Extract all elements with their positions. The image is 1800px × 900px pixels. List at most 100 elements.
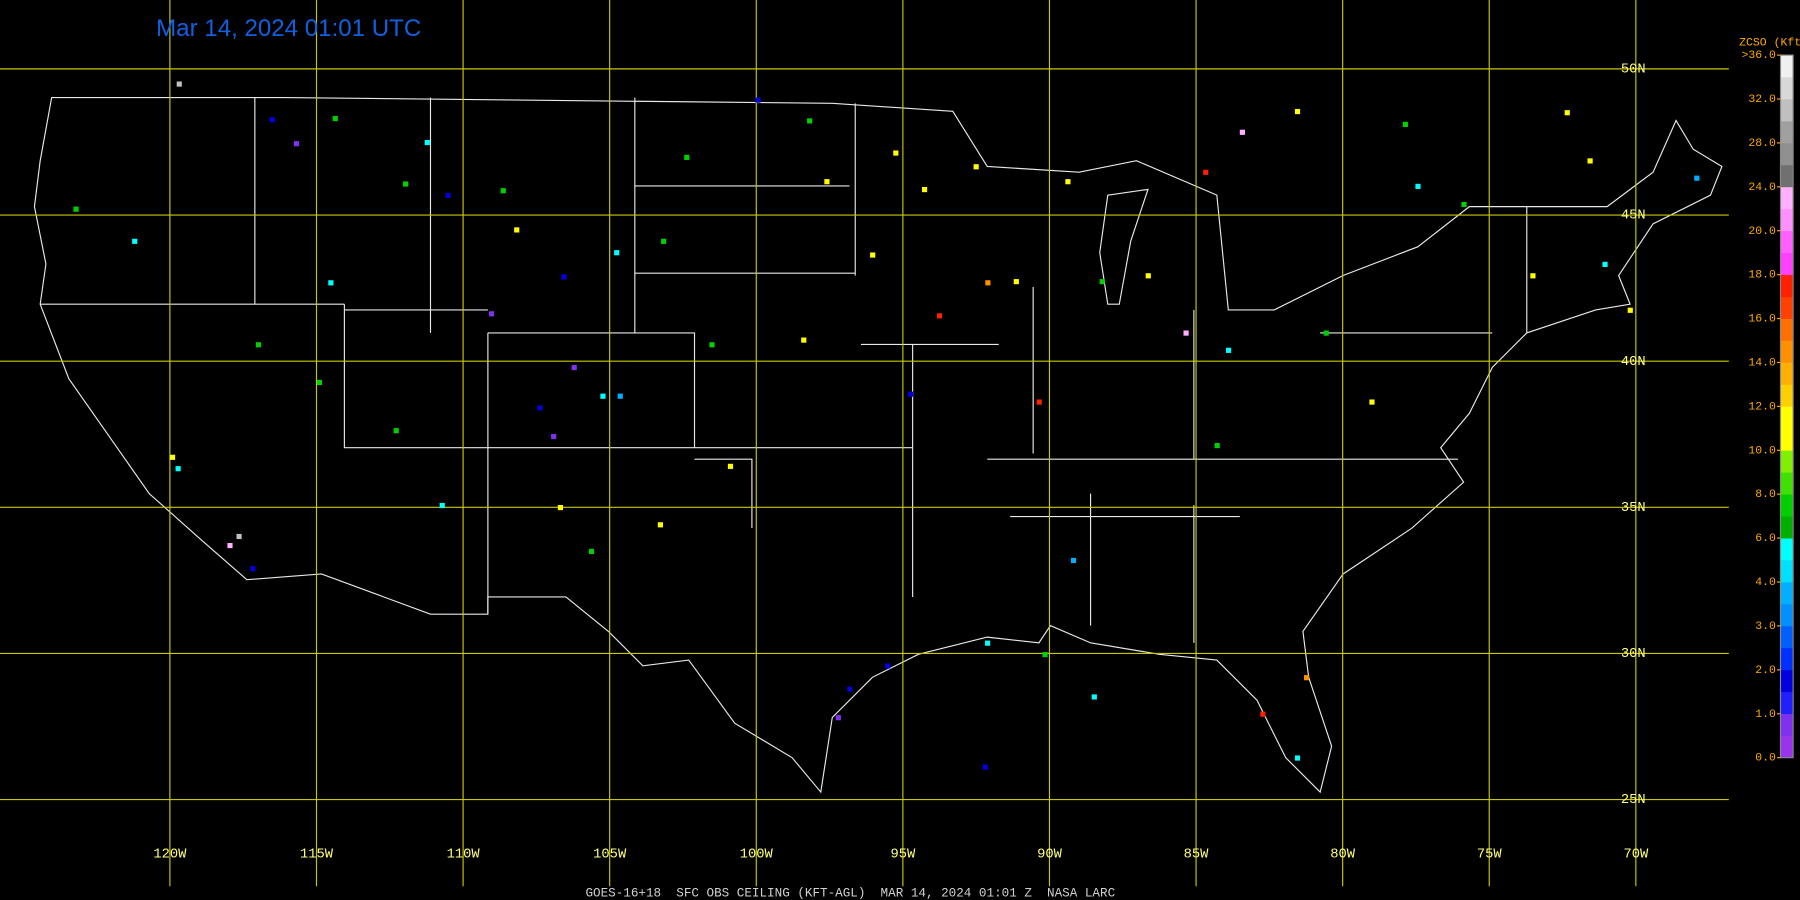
colorbar-segment: [1780, 296, 1794, 319]
station: [1627, 307, 1633, 313]
colorbar-label: 14.0: [1748, 356, 1776, 369]
colorbar-label: 3.0: [1755, 620, 1776, 633]
colorbar: 0.0 1.0 2.0 3.0 4.0 6.0 8.0 10.0 12.0 14.0 16.0 18.…: [1741, 49, 1794, 765]
station: [1099, 279, 1105, 285]
colorbar-label: 4.0: [1755, 576, 1776, 589]
station: [1402, 121, 1408, 127]
colorbar-segment: [1780, 230, 1794, 254]
colorbar-label: 6.0: [1755, 532, 1776, 545]
colorbar-segment: [1780, 340, 1794, 363]
station: [250, 566, 256, 572]
colorbar-label: 2.0: [1755, 664, 1776, 677]
colorbar-segment: [1780, 691, 1794, 715]
colorbar-label: 10.0: [1748, 444, 1776, 457]
station: [1587, 158, 1593, 164]
station: [921, 186, 928, 193]
us-outline: [33, 97, 1723, 794]
station: [1070, 557, 1077, 564]
station: [73, 206, 79, 212]
colorbar-label: 20.0: [1748, 225, 1776, 238]
station: [847, 686, 853, 692]
lon-label: 115W: [300, 848, 334, 863]
station: [1260, 711, 1266, 717]
colorbar-segment: [1780, 603, 1794, 627]
station: [551, 433, 557, 440]
lat-label: 50N: [1621, 63, 1646, 78]
station: [1323, 330, 1329, 336]
colorbar-segment: [1780, 252, 1794, 275]
colorbar-segment: [1780, 384, 1794, 407]
colorbar-segment: [1780, 186, 1794, 210]
colorbar-segment: [1780, 164, 1794, 188]
station: [537, 405, 543, 411]
station: [985, 640, 991, 646]
station: [561, 274, 567, 280]
lon-label: 85W: [1184, 848, 1210, 863]
colorbar-segment: [1780, 318, 1794, 341]
station: [293, 141, 300, 147]
colorbar-segment: [1780, 450, 1794, 473]
station: [227, 542, 233, 549]
lat-label: 25N: [1621, 793, 1646, 808]
station: [1564, 110, 1570, 116]
station: [403, 181, 409, 187]
lon-label: 70W: [1623, 848, 1649, 863]
lat-label: 35N: [1621, 501, 1646, 516]
station: [657, 522, 663, 528]
colorbar-segment: [1780, 538, 1794, 561]
station: [801, 337, 807, 343]
station: [1530, 273, 1536, 279]
colorbar-segment: [1780, 735, 1794, 758]
station: [1304, 675, 1310, 681]
lat-label: 45N: [1621, 209, 1646, 224]
station: [614, 250, 620, 256]
station: [316, 379, 323, 386]
station: [1294, 755, 1301, 761]
station: [907, 391, 914, 397]
colorbar-segment: [1780, 625, 1794, 649]
colorbar-segment: [1780, 472, 1794, 495]
station: [424, 139, 430, 146]
station: [973, 164, 979, 170]
colorbar-label: 0.0: [1755, 752, 1776, 765]
station: [1036, 399, 1042, 405]
colorbar-segment: [1780, 142, 1794, 166]
station: [236, 533, 242, 540]
lat-label: 40N: [1621, 355, 1646, 370]
station: [571, 364, 577, 371]
station: [488, 311, 495, 317]
station: [1226, 347, 1232, 353]
station: [893, 150, 899, 156]
graticule: 120W 115W 110W 105W 100W 95W 90W 85W 80W 75W 70W 50…: [0, 0, 1729, 887]
outlines: [33, 97, 1723, 794]
station: [445, 192, 451, 199]
station: [332, 115, 338, 122]
station: [1145, 273, 1151, 279]
lon-label: 105W: [593, 848, 627, 863]
station: [755, 97, 761, 103]
station: [175, 466, 181, 472]
station: [255, 342, 262, 348]
colorbar-segment: [1780, 647, 1794, 671]
station: [1239, 129, 1245, 135]
station: [661, 238, 667, 244]
colorbar-title: ZCSO (Kft): [1739, 37, 1800, 50]
lon-label: 110W: [447, 848, 481, 863]
station: [1694, 175, 1700, 181]
colorbar-segment: [1780, 713, 1794, 737]
colorbar-label: 18.0: [1748, 269, 1776, 282]
station: [1602, 261, 1608, 267]
station: [709, 342, 715, 348]
colorbar-segment: [1780, 120, 1794, 144]
station: [824, 179, 830, 185]
station: [588, 548, 595, 554]
station: [936, 313, 943, 319]
colorbar-segment: [1780, 208, 1794, 232]
colorbar-label: 16.0: [1748, 313, 1776, 326]
colorbar-segment: [1780, 362, 1794, 385]
lon-label: 100W: [740, 848, 774, 863]
station: [1091, 694, 1097, 700]
colorbar-label: >36.0: [1741, 49, 1776, 62]
station: [393, 428, 399, 434]
